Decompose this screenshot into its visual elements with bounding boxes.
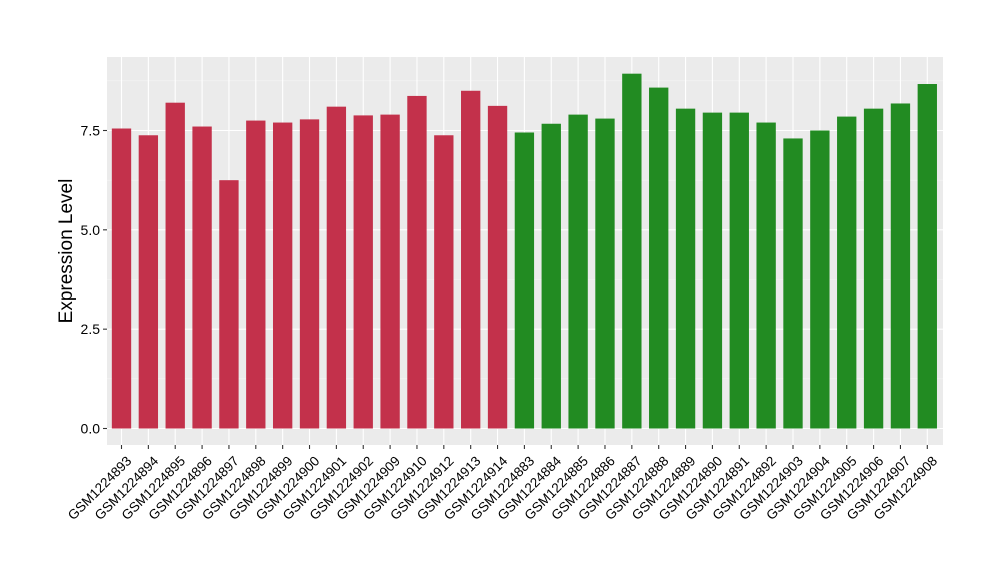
bar-GSM1224894 (138, 135, 159, 429)
bar-GSM1224888 (649, 87, 669, 429)
bar-GSM1224901 (326, 106, 347, 429)
x-axis: GSM1224893GSM1224894GSM1224895GSM1224896… (65, 445, 940, 523)
y-tick-label: 5.0 (81, 222, 101, 238)
bar-GSM1224902 (353, 115, 373, 429)
bar-GSM1224900 (299, 119, 320, 429)
bar-GSM1224891 (729, 112, 749, 429)
bar-GSM1224886 (595, 118, 615, 429)
bar-GSM1224904 (810, 130, 830, 429)
y-axis: 0.0 2.5 5.0 7.5 (81, 123, 107, 437)
bar-GSM1224897 (219, 180, 239, 429)
bar-GSM1224885 (568, 114, 588, 429)
y-tick-label: 7.5 (81, 123, 101, 139)
bar-GSM1224887 (622, 73, 642, 429)
y-tick-label: 2.5 (81, 321, 101, 337)
bar-GSM1224899 (272, 122, 293, 429)
bar-GSM1224913 (461, 90, 481, 429)
bar-GSM1224914 (487, 105, 508, 429)
bar-GSM1224892 (756, 122, 776, 429)
bar-GSM1224896 (192, 126, 212, 429)
bar-GSM1224908 (917, 84, 937, 429)
y-tick-label: 0.0 (81, 421, 101, 437)
bar-GSM1224883 (514, 132, 535, 429)
bar-GSM1224889 (675, 108, 696, 429)
bar-GSM1224907 (890, 103, 911, 429)
bar-GSM1224898 (246, 120, 266, 429)
bar-GSM1224884 (541, 123, 561, 429)
bar-GSM1224903 (783, 138, 803, 429)
bar-GSM1224909 (380, 114, 400, 429)
bar-GSM1224910 (407, 95, 427, 429)
bars (111, 73, 937, 429)
bar-GSM1224906 (863, 108, 884, 429)
bar-GSM1224912 (434, 135, 454, 429)
bar-GSM1224895 (165, 102, 185, 429)
bar-GSM1224890 (702, 112, 723, 429)
bar-GSM1224893 (111, 128, 132, 429)
y-axis-title: Expression Level (56, 179, 77, 324)
bar-GSM1224905 (837, 116, 857, 429)
